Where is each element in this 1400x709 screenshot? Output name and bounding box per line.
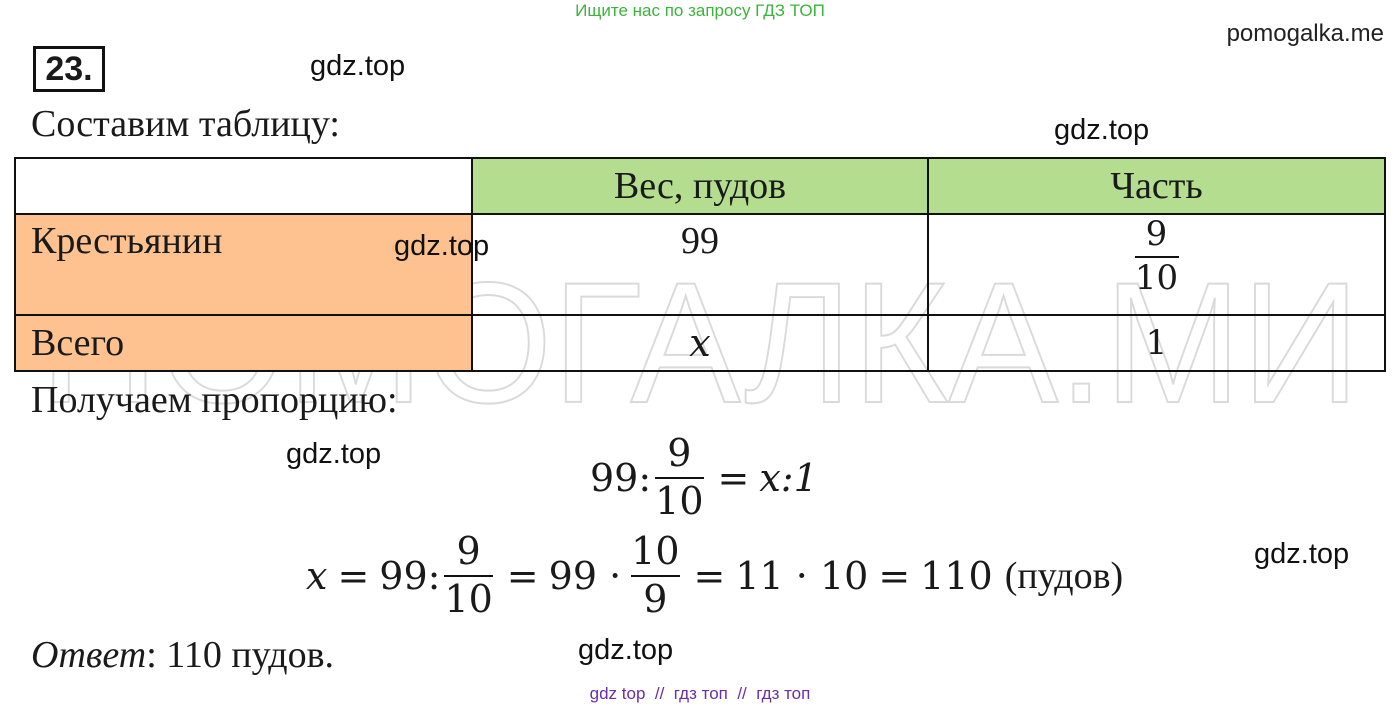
equals-sign: = (717, 455, 750, 500)
fraction-denominator: 10 (444, 576, 493, 621)
data-table: Вес, пудов Часть Крестьянин 99 9 10 Всег… (14, 157, 1386, 372)
table-row: Крестьянин 99 9 10 (14, 213, 1386, 316)
fraction-numerator: 10 (631, 529, 680, 573)
equation-term: 99: (379, 553, 441, 598)
problem-number: 23. (33, 46, 105, 92)
fraction-numerator: 9 (1145, 214, 1168, 254)
table-header-empty (14, 157, 473, 215)
row-label-peasant: Крестьянин (14, 213, 473, 316)
intro-text: Составим таблицу: (31, 103, 340, 145)
equation-term: x:1 (759, 455, 818, 500)
footer-links[interactable]: gdz top // гдз топ // гдз топ (589, 684, 811, 703)
fraction-denominator: 9 (643, 576, 668, 621)
fraction: 10 9 (631, 529, 680, 621)
equals-sign: = (693, 553, 726, 598)
equation-term: 99: (590, 455, 652, 500)
equals-sign: = (878, 553, 911, 598)
table-header-weight: Вес, пудов (471, 157, 929, 215)
equation-term: 99 · (548, 553, 622, 598)
fraction-bar (444, 574, 493, 577)
table-row: Всего x 1 (14, 314, 1386, 372)
answer-label: Ответ (31, 634, 147, 676)
cell-weight-peasant: 99 (471, 213, 929, 316)
cell-part-peasant: 9 10 (927, 213, 1386, 316)
watermark-text: gdz.top (310, 50, 406, 82)
fraction-bar (655, 476, 704, 479)
row-label-text: Всего (31, 322, 125, 364)
watermark-text: gdz.top (286, 438, 382, 470)
fraction-numerator: 9 (667, 431, 692, 475)
fraction-bar (1134, 255, 1179, 258)
site-name[interactable]: pomogalka.me (1226, 20, 1384, 47)
fraction-denominator: 10 (1134, 257, 1179, 298)
top-banner[interactable]: Ищите нас по запросу ГДЗ ТОП (575, 1, 825, 20)
fraction: 9 10 (444, 529, 493, 621)
equation-term: 11 · 10 (735, 553, 869, 598)
watermark-text: gdz.top (1054, 114, 1150, 146)
cell-part-total: 1 (927, 314, 1386, 372)
table-header-part: Часть (927, 157, 1386, 215)
fraction-numerator: 9 (456, 529, 481, 573)
equals-sign: = (337, 553, 370, 598)
equation-term: 110 (920, 553, 993, 598)
cell-value: x (689, 321, 711, 365)
watermark-text: gdz.top (394, 230, 490, 262)
equation-variable: x (306, 553, 328, 598)
row-label-text: Крестьянин (31, 220, 223, 262)
fraction: 9 10 (1134, 214, 1179, 298)
cell-value: 1 (1145, 323, 1168, 363)
fraction: 9 10 (655, 431, 704, 523)
fraction-bar (631, 574, 680, 577)
watermark-text: gdz.top (578, 634, 674, 666)
fraction-denominator: 10 (655, 478, 704, 523)
equation-proportion: 99: 9 10 = x:1 (590, 431, 818, 523)
answer-line: Ответ: 110 пудов. (31, 633, 334, 677)
table-header-row: Вес, пудов Часть (14, 157, 1386, 215)
watermark-text: gdz.top (1254, 538, 1350, 570)
row-label-total: Всего (14, 314, 473, 372)
equation-solution: x = 99: 9 10 = 99 · 10 9 = 11 · 10 = 110… (306, 529, 1124, 621)
proportion-text: Получаем пропорцию: (31, 379, 398, 421)
answer-text: : 110 пудов. (146, 634, 335, 676)
equals-sign: = (506, 553, 539, 598)
cell-weight-total: x (471, 314, 929, 372)
cell-value: 99 (681, 220, 719, 262)
equation-unit: (пудов) (1004, 554, 1124, 597)
